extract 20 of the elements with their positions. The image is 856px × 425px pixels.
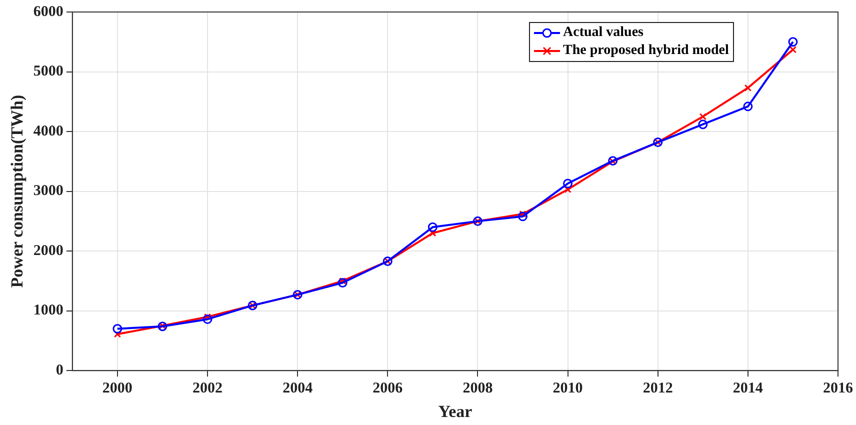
- x-tick-label: 2006: [372, 380, 404, 396]
- x-tick-label: 2008: [462, 380, 493, 396]
- y-tick-label: 0: [56, 362, 64, 378]
- y-tick-label: 6000: [33, 4, 64, 20]
- legend-label: The proposed hybrid model: [563, 43, 729, 59]
- x-tick-label: 2014: [732, 380, 764, 396]
- x-tick-label: 2010: [552, 380, 583, 396]
- y-tick-label: 3000: [33, 183, 64, 200]
- x-tick-label: 2002: [192, 380, 223, 396]
- x-tick-label: 2012: [642, 380, 673, 396]
- y-tick-label: 1000: [33, 302, 64, 319]
- x-tick-label: 2000: [102, 380, 132, 396]
- x-tick-label: 2004: [282, 380, 314, 396]
- y-tick-label: 2000: [33, 242, 64, 259]
- y-axis-title: Power consumption(TWh): [8, 94, 27, 288]
- legend-label: Actual values: [563, 25, 644, 41]
- x-axis-title: Year: [438, 402, 473, 422]
- x-tick-label: 2016: [823, 380, 854, 396]
- y-tick-label: 4000: [33, 123, 64, 140]
- y-tick-label: 5000: [33, 64, 64, 80]
